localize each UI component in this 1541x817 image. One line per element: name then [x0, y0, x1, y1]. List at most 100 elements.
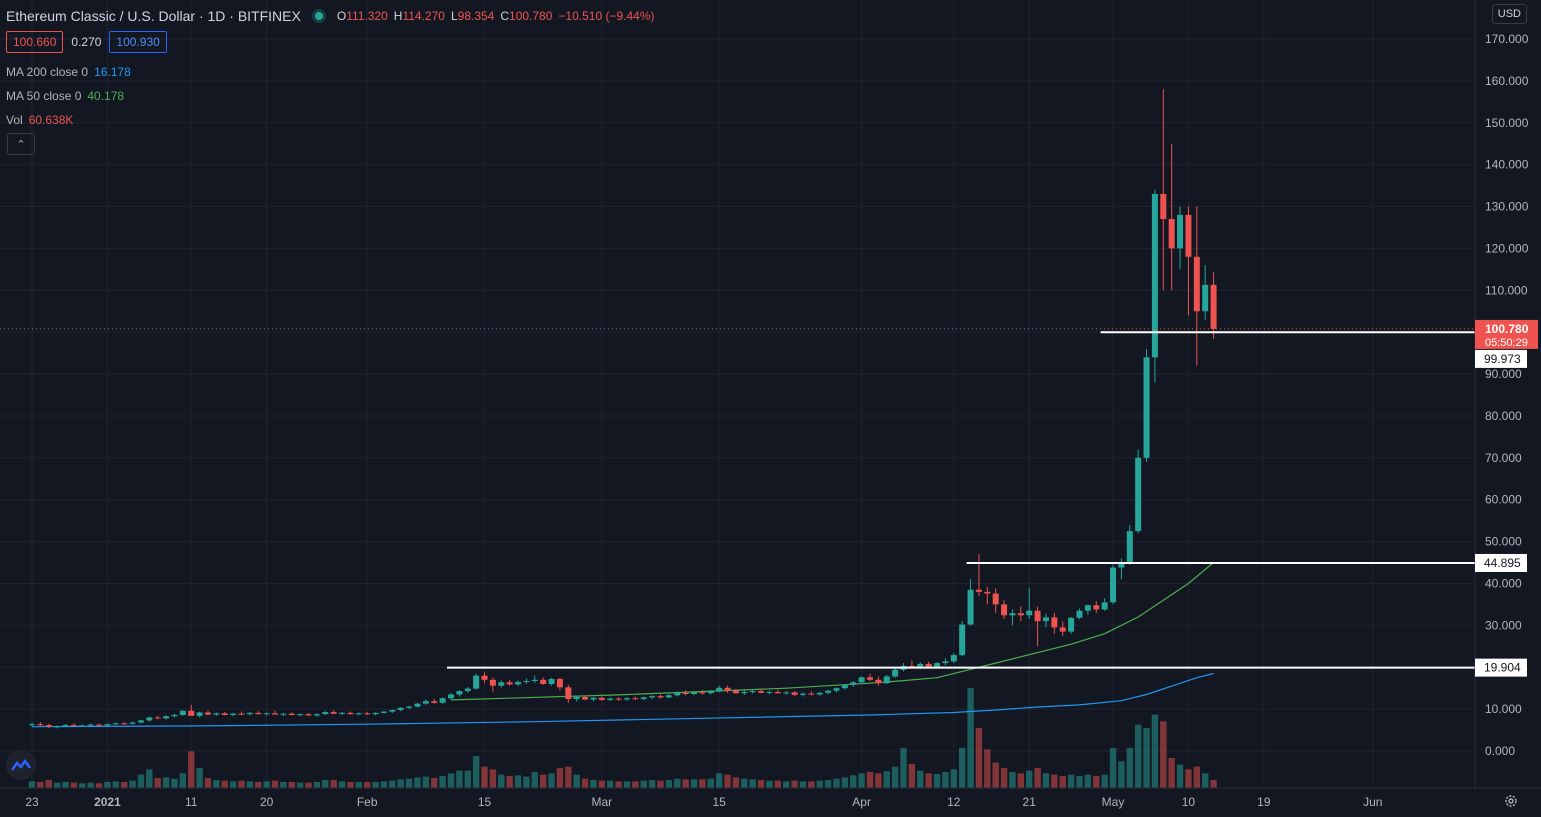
candle-body — [79, 725, 86, 727]
candle-body — [682, 692, 689, 695]
volume-bar — [1051, 774, 1058, 788]
ma50-legend[interactable]: MA 50 close 0 40.178 — [6, 89, 124, 103]
chevron-up-icon: ⌃ — [16, 138, 26, 151]
volume-bar — [129, 780, 136, 788]
volume-bar — [1185, 769, 1192, 788]
candle-body — [607, 698, 614, 700]
volume-legend[interactable]: Vol 60.638K — [6, 113, 73, 127]
candle-body — [1168, 219, 1175, 249]
volume-bar — [1118, 761, 1125, 788]
candle-body — [96, 724, 103, 726]
last-price-label: 100.780 — [1485, 322, 1529, 336]
candle-body — [372, 712, 379, 715]
currency-button[interactable]: USD — [1491, 4, 1527, 24]
candle-body — [691, 692, 698, 695]
candle-body — [121, 723, 128, 725]
level-label-box — [1475, 349, 1527, 368]
volume-bar — [313, 782, 321, 788]
ohlc-item: C100.780 — [500, 9, 552, 23]
volume-bar — [188, 751, 195, 788]
volume-bar — [875, 773, 882, 788]
volume-bar — [933, 774, 941, 788]
candle-body — [196, 712, 203, 716]
candle-body — [942, 661, 949, 664]
volume-bar — [715, 773, 723, 788]
volume-bar — [766, 780, 773, 788]
y-tick-label: 70.000 — [1485, 451, 1522, 465]
y-tick-label: 160.000 — [1485, 74, 1529, 88]
volume-bar — [791, 780, 798, 788]
candle-body — [154, 717, 161, 719]
collapse-legend-button[interactable]: ⌃ — [7, 133, 35, 155]
volume-bar — [1101, 774, 1108, 788]
volume-bar — [1202, 773, 1209, 788]
volume-bar — [632, 781, 639, 788]
ohlc-item: L98.354 — [451, 9, 494, 23]
level-label-box — [1475, 553, 1527, 572]
candle-body — [339, 712, 346, 714]
volume-bar — [514, 775, 522, 788]
candle-body — [523, 681, 530, 683]
volume-bar — [179, 773, 187, 788]
volume-bar — [355, 782, 363, 788]
volume-bar — [1126, 748, 1133, 788]
candle-body — [456, 691, 463, 695]
candle-body — [204, 712, 211, 715]
candle-body — [548, 678, 555, 684]
volume-bar — [607, 780, 614, 788]
x-tick-label: 10 — [1182, 795, 1196, 809]
ma200-line — [31, 672, 1214, 728]
x-tick-label: 23 — [25, 795, 39, 809]
spread-value: 0.270 — [71, 35, 102, 49]
candle-body — [146, 717, 153, 721]
y-tick-label: 120.000 — [1485, 241, 1529, 255]
candle-body — [649, 696, 656, 698]
candle-body — [347, 712, 354, 715]
candle-body — [163, 716, 170, 719]
volume-bar — [1176, 764, 1184, 788]
volume-bar — [640, 780, 647, 788]
volume-bar — [531, 772, 538, 788]
candle-body — [590, 697, 597, 700]
volume-bar — [858, 773, 865, 788]
gear-icon[interactable] — [1503, 793, 1519, 809]
volume-bar — [380, 781, 388, 788]
candle-body — [565, 687, 572, 700]
candle-body — [1135, 457, 1142, 532]
volume-bar — [305, 782, 312, 788]
volume-bar — [271, 780, 279, 788]
level-label: 44.895 — [1484, 556, 1521, 570]
ma200-legend[interactable]: MA 200 close 0 16.178 — [6, 65, 131, 79]
volume-bar — [581, 778, 589, 788]
volume-bar — [833, 778, 840, 788]
volume-bar — [45, 780, 52, 788]
trade-prices: 100.660 0.270 100.930 — [6, 31, 167, 53]
level-label: 99.973 — [1484, 352, 1521, 366]
candle-body — [540, 679, 547, 684]
volume-bar — [967, 688, 974, 788]
volume-bar — [464, 770, 471, 788]
candle-body — [623, 698, 630, 700]
candle-body — [213, 713, 220, 715]
volume-bar — [322, 780, 329, 788]
volume-bar — [447, 773, 455, 788]
buy-button[interactable]: 100.930 — [109, 31, 167, 53]
candle-body — [498, 682, 505, 686]
y-tick-label: 30.000 — [1485, 618, 1522, 632]
chart-header: Ethereum Classic / U.S. Dollar · 1D · BI… — [6, 6, 655, 26]
candle-body — [1001, 604, 1008, 616]
volume-bar — [808, 781, 815, 788]
sell-button[interactable]: 100.660 — [6, 31, 64, 53]
volume-bar — [657, 780, 664, 788]
candle-body — [925, 663, 932, 667]
symbol-title[interactable]: Ethereum Classic / U.S. Dollar · 1D · BI… — [6, 8, 301, 24]
candle-body — [1185, 214, 1192, 257]
candle-body — [741, 691, 748, 694]
candle-body — [841, 684, 848, 689]
volume-bar — [900, 748, 907, 788]
tradingview-logo-icon[interactable] — [6, 750, 36, 780]
candle-body — [397, 707, 404, 710]
volume-bar — [338, 781, 346, 788]
candle-body — [1193, 256, 1200, 312]
